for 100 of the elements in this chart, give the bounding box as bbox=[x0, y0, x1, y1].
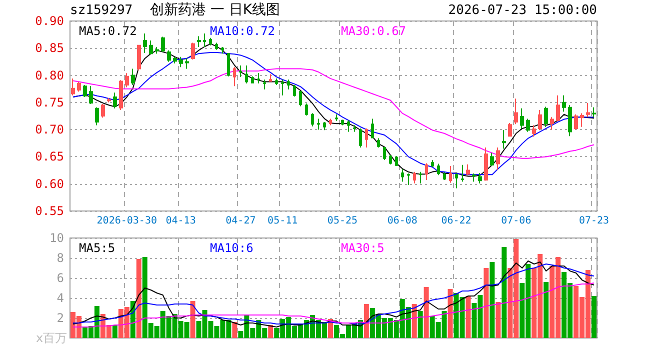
y-tick-label: 8 bbox=[56, 251, 64, 265]
candlestick bbox=[311, 112, 314, 127]
bar bbox=[136, 259, 142, 338]
candlestick bbox=[95, 106, 99, 126]
bar bbox=[448, 289, 453, 338]
candlestick bbox=[574, 114, 578, 130]
candlestick bbox=[586, 102, 590, 118]
candlestick bbox=[113, 92, 117, 109]
candlestick bbox=[532, 124, 536, 138]
y-axis-title: x百万 bbox=[36, 331, 68, 345]
chart-title: 创新药港 一 日K线图 bbox=[150, 2, 280, 18]
y-tick-label: 6 bbox=[56, 271, 64, 285]
candlestick bbox=[155, 46, 159, 54]
candlestick bbox=[293, 84, 296, 97]
candlestick bbox=[437, 163, 440, 176]
candlestick bbox=[185, 58, 189, 70]
text: 2026-07-23 15:00:00 bbox=[448, 3, 598, 18]
candlestick bbox=[359, 128, 362, 148]
candlestick bbox=[71, 78, 75, 96]
candlestick bbox=[203, 32, 206, 48]
text: MA10:6 bbox=[210, 241, 254, 255]
candlestick bbox=[389, 154, 392, 165]
candlestick bbox=[317, 118, 320, 130]
line-series bbox=[72, 282, 595, 328]
candlestick bbox=[568, 104, 572, 137]
series-label: MA5:0.72 bbox=[79, 24, 137, 38]
candlestick bbox=[353, 124, 356, 132]
candlestick bbox=[341, 119, 344, 126]
candlestick bbox=[466, 164, 470, 176]
bar bbox=[502, 247, 507, 338]
candlestick bbox=[592, 106, 596, 118]
candlestick bbox=[580, 112, 584, 128]
candlestick bbox=[257, 72, 260, 84]
candlestick bbox=[419, 171, 422, 184]
candlestick bbox=[137, 44, 141, 71]
y-tick-label: 0.90 bbox=[35, 14, 64, 28]
x-tick-label: 07-23 bbox=[578, 216, 610, 226]
candlestick bbox=[508, 122, 512, 138]
candlestick bbox=[167, 50, 171, 62]
bar bbox=[232, 322, 238, 338]
candlestick bbox=[425, 162, 428, 181]
candlestick bbox=[233, 66, 236, 87]
candlestick bbox=[383, 146, 386, 160]
candlestick bbox=[89, 86, 93, 105]
candlestick bbox=[125, 72, 129, 88]
candlestick bbox=[377, 138, 380, 148]
candlestick bbox=[197, 36, 201, 48]
candlestick bbox=[215, 42, 218, 50]
candlestick bbox=[371, 118, 374, 139]
candlestick bbox=[131, 68, 135, 86]
bar bbox=[490, 262, 495, 338]
bar bbox=[412, 304, 417, 338]
line-series bbox=[72, 68, 595, 159]
candlestick bbox=[281, 79, 284, 96]
candlestick bbox=[275, 78, 278, 86]
candlestick bbox=[263, 79, 266, 90]
bar bbox=[592, 296, 597, 338]
candlestick bbox=[77, 81, 81, 92]
candlestick bbox=[401, 168, 404, 182]
y-tick-label: 0.70 bbox=[35, 122, 64, 137]
x-tick-label: 2026-03-30 bbox=[96, 216, 157, 226]
candlestick bbox=[478, 172, 482, 184]
bar bbox=[268, 325, 274, 338]
candlestick bbox=[395, 156, 398, 166]
candlestick bbox=[365, 128, 368, 148]
candlestick bbox=[490, 152, 494, 166]
y-tick-label: 4 bbox=[56, 291, 64, 305]
series-label: MA10:0.72 bbox=[210, 24, 276, 38]
y-tick-label: 2 bbox=[56, 311, 64, 325]
candlestick bbox=[347, 120, 350, 132]
bar bbox=[190, 301, 196, 338]
x-tick-label: 05-11 bbox=[268, 216, 298, 226]
candlestick bbox=[269, 74, 272, 82]
y-tick-label: 10 bbox=[50, 231, 64, 245]
bar bbox=[424, 287, 429, 338]
candlestick bbox=[83, 84, 87, 98]
candlestick bbox=[149, 40, 153, 55]
candlestick bbox=[227, 52, 230, 77]
candlestick bbox=[556, 94, 560, 122]
candlestick bbox=[299, 90, 302, 107]
candlestick bbox=[305, 103, 308, 116]
x-tick-label: 04-27 bbox=[226, 216, 256, 226]
candlestick bbox=[119, 80, 123, 111]
x-tick-label: 04-13 bbox=[166, 216, 196, 226]
candlestick bbox=[101, 104, 105, 118]
bar bbox=[496, 302, 501, 338]
candlestick bbox=[239, 65, 242, 78]
x-tick-label: 07-06 bbox=[501, 216, 532, 226]
candlestick bbox=[496, 146, 500, 170]
candlestick bbox=[544, 106, 548, 128]
bar bbox=[484, 268, 489, 338]
candlestick bbox=[191, 42, 195, 60]
y-tick-label: 0.75 bbox=[35, 95, 64, 110]
x-tick-label: 06-22 bbox=[441, 216, 472, 226]
text: MA30:5 bbox=[341, 241, 384, 255]
x-tick-label: 06-08 bbox=[387, 216, 418, 226]
y-tick-label: 0.55 bbox=[35, 204, 64, 218]
candlestick bbox=[455, 173, 458, 189]
bar bbox=[544, 282, 549, 338]
y-tick-label: 0.60 bbox=[35, 176, 64, 191]
